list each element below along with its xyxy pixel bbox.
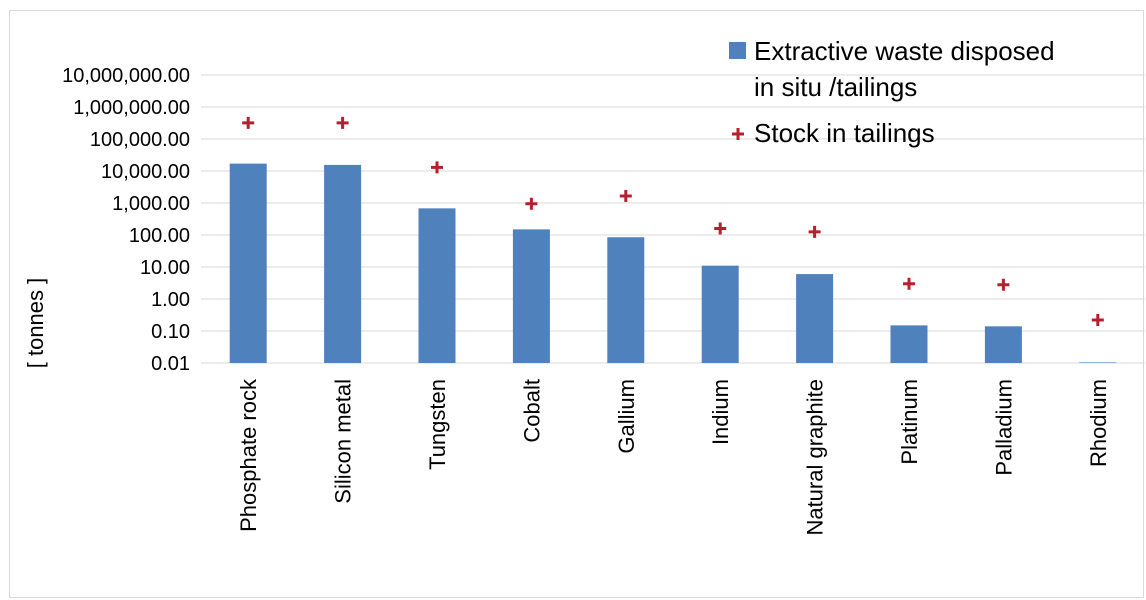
plus-marker — [619, 190, 632, 203]
x-category-label: Gallium — [614, 379, 639, 454]
plus-marker — [808, 225, 821, 238]
legend-swatch-bar — [729, 42, 746, 59]
y-tick-label: 1.00 — [151, 289, 190, 311]
x-category-label: Palladium — [991, 379, 1016, 476]
chart-frame: 0.01 0.10 1.00 10.00 100.00 1,000.00 10,000.00… — [9, 10, 1145, 598]
x-category-label: Silicon metal — [331, 379, 356, 504]
x-axis-category-labels: Phosphate rock Silicon metal Tungsten Cobal… — [236, 378, 1111, 536]
y-tick-label: 0.01 — [151, 353, 190, 375]
bar — [512, 229, 550, 363]
x-category-label: Rhodium — [1086, 379, 1111, 467]
bar — [984, 326, 1022, 363]
legend-label-stock: Stock in tailings — [754, 118, 935, 148]
x-category-label: Indium — [708, 379, 733, 445]
legend-swatch-plus — [732, 128, 744, 140]
x-category-label: Phosphate rock — [236, 378, 261, 532]
plus-marker — [714, 222, 727, 235]
bar — [607, 237, 645, 363]
marker-series — [242, 116, 1104, 327]
bar-series — [229, 163, 1117, 363]
plus-marker — [336, 116, 349, 129]
y-axis-tick-labels: 0.01 0.10 1.00 10.00 100.00 1,000.00 10,000.00… — [62, 65, 190, 375]
x-category-label: Tungsten — [425, 379, 450, 470]
y-tick-label: 10,000,000.00 — [62, 65, 190, 87]
legend-label-bar-line: in situ /tailings — [754, 72, 917, 102]
y-axis-label: [ tonnes ] — [23, 278, 48, 369]
y-tick-label: 10.00 — [140, 257, 190, 279]
bar — [796, 274, 834, 363]
bar — [324, 164, 362, 363]
y-tick-label: 100,000.00 — [90, 129, 190, 151]
bar — [229, 163, 267, 363]
y-tick-label: 1,000.00 — [112, 193, 190, 215]
legend: Extractive waste disposed in situ /tailin… — [729, 36, 1055, 148]
legend-label-bar-line: Extractive waste disposed — [754, 36, 1055, 66]
plus-marker — [431, 161, 443, 174]
plus-marker — [525, 197, 538, 210]
plus-marker — [997, 278, 1010, 291]
x-category-label: Natural graphite — [803, 379, 828, 536]
y-tick-label: 0.10 — [151, 321, 190, 343]
bar — [701, 265, 739, 363]
bar — [1079, 362, 1117, 363]
y-tick-label: 1,000,000.00 — [73, 97, 190, 119]
y-tick-label: 10,000.00 — [101, 161, 190, 183]
y-tick-label: 100.00 — [129, 225, 190, 247]
bar — [418, 208, 456, 363]
plus-marker — [242, 116, 255, 129]
x-category-label: Cobalt — [519, 379, 544, 443]
x-category-label: Platinum — [897, 379, 922, 465]
plus-marker — [1091, 314, 1104, 327]
plus-marker — [903, 277, 915, 290]
chart: 0.01 0.10 1.00 10.00 100.00 1,000.00 10,000.00… — [23, 36, 1145, 536]
bar — [890, 325, 928, 363]
